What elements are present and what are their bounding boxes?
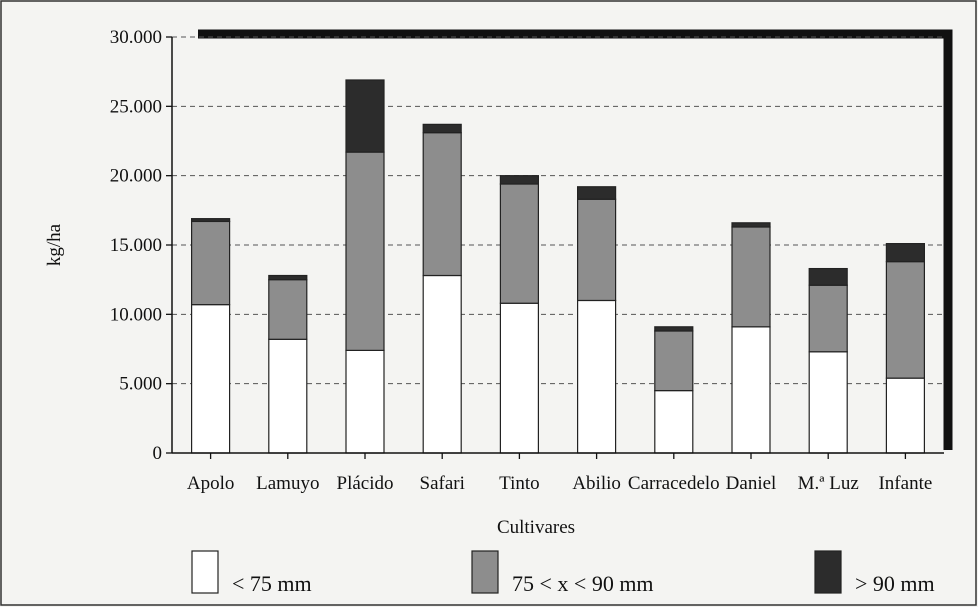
bar-segment — [499, 183, 539, 304]
plot-shadow-border — [198, 29, 953, 450]
bar-segment — [885, 261, 926, 379]
bar-segment — [268, 274, 308, 281]
y-tick-label: 15.000 — [110, 235, 162, 256]
x-tick-label: Apolo — [187, 473, 235, 494]
legend-swatch — [191, 550, 219, 594]
y-tick-label: 5.000 — [119, 374, 162, 395]
legend-label: 75 < x < 90 mm — [512, 571, 654, 596]
bar-segment — [576, 198, 617, 302]
x-tick-label: Abilio — [572, 473, 621, 494]
x-tick-label: Plácido — [337, 473, 394, 494]
bar-segment — [885, 243, 926, 263]
bar-segment — [731, 326, 771, 454]
bar-segment — [576, 186, 617, 200]
y-tick-label: 25.000 — [110, 96, 162, 117]
x-tick-label: Safari — [420, 473, 465, 494]
y-tick-label: 30.000 — [110, 27, 162, 48]
bar-segment — [345, 349, 385, 454]
y-axis-title: kg/ha — [44, 223, 65, 266]
bar-segment — [654, 390, 694, 454]
legend-label: > 90 mm — [855, 571, 935, 596]
bar-segment — [345, 151, 385, 351]
x-tick-label: M.ª Luz — [798, 473, 859, 494]
legend-label: < 75 mm — [232, 571, 312, 596]
bar-segment — [654, 330, 694, 392]
x-axis-title: Cultivares — [497, 517, 575, 538]
bar-segment — [808, 267, 848, 286]
bar-segment — [191, 304, 231, 454]
bar-segment — [422, 274, 462, 454]
bar-segment — [191, 220, 231, 306]
bar-segment — [731, 226, 771, 328]
x-tick-label: Lamuyo — [256, 473, 319, 494]
y-tick-label: 0 — [153, 443, 163, 464]
bar-segment — [499, 302, 539, 454]
legend-swatch — [471, 550, 499, 594]
y-tick-label: 10.000 — [110, 304, 162, 325]
bar-segment — [268, 279, 308, 340]
bar-segment — [499, 175, 539, 185]
y-tick-label: 20.000 — [110, 166, 162, 187]
x-tick-label: Carracedelo — [628, 473, 720, 494]
legend-swatch — [814, 550, 842, 594]
bar-segment — [422, 123, 462, 134]
bar-segment — [345, 79, 385, 153]
bar-segment — [885, 377, 926, 454]
x-tick-label: Tinto — [499, 473, 540, 494]
x-tick-label: Infante — [878, 473, 932, 494]
bar-segment — [268, 338, 308, 454]
bar-segment — [808, 284, 848, 353]
bar-segment — [422, 132, 462, 277]
bar-segment — [808, 351, 848, 454]
bar-segment — [191, 218, 231, 223]
bar-segment — [654, 326, 694, 332]
bar-segment — [731, 222, 771, 228]
bar-segment — [576, 299, 617, 454]
x-tick-label: Daniel — [726, 473, 777, 494]
